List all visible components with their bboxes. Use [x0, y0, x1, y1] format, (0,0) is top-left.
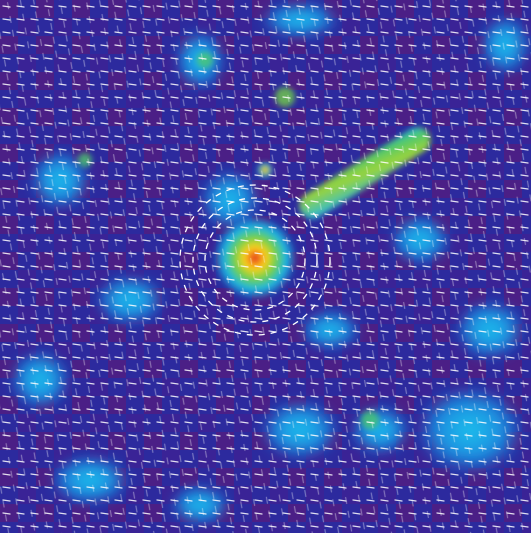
- field-map: [0, 0, 531, 533]
- page: [0, 0, 531, 533]
- vector-field-cross: [0, 0, 531, 533]
